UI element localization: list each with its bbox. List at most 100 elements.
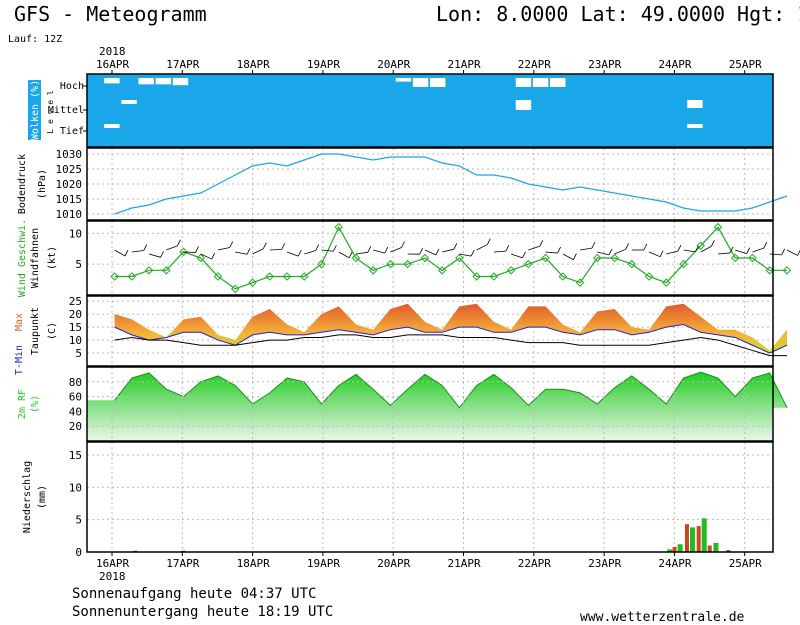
wind-barb-flag (797, 249, 800, 256)
cloud-gap-cell (687, 124, 703, 128)
page-title: GFS - Meteogramm (14, 2, 207, 26)
date-tick-label: 24APR (658, 557, 691, 570)
date-tick-label: 18APR (237, 557, 270, 570)
cloud-panel: Wolken (%) L e v e l Hoch Mittel Tief (28, 73, 774, 148)
y-tick-label: 15 (69, 449, 82, 462)
wind-barb-flag (367, 246, 372, 253)
y-tick-label: 1025 (56, 163, 83, 176)
wind-barb (355, 251, 368, 255)
pressure-line (114, 153, 788, 215)
axis-label: Windfahnen (30, 228, 41, 288)
date-tick-label: 16APR (96, 58, 129, 71)
precip-bar-conv (726, 550, 731, 552)
cloud-gap-cell (515, 100, 532, 110)
wind-barb (545, 251, 558, 254)
cloud-gap-cell (515, 78, 532, 87)
wind-barb-flag (297, 249, 302, 257)
precip-bar-rain (677, 544, 683, 552)
wind-barb (217, 247, 230, 251)
wind-speed-marker (558, 272, 568, 281)
wind-barb-flag (384, 246, 389, 254)
wind-barb (614, 248, 626, 255)
wind-barb-flag (557, 246, 561, 254)
y-tick-label: 1030 (56, 148, 83, 161)
wind-barb (286, 251, 299, 257)
y-tick-label: 5 (75, 347, 82, 360)
cloud-gap-cell (395, 78, 412, 82)
wind-barb-flag (211, 252, 216, 260)
wind-speed-marker (696, 241, 705, 250)
axis-label: (C) (47, 322, 58, 340)
cloud-gap-cell (121, 100, 137, 104)
wind-speed-marker (420, 253, 430, 263)
y-tick-label: 0 (75, 546, 82, 559)
wind-speed-marker (644, 272, 654, 281)
wind-barb-flag (419, 248, 424, 255)
precipitation-panel: 0 5 10 15 Niederschlag (mm) (22, 441, 774, 559)
wind-barb-flag (781, 248, 786, 256)
axis-label: Wind Geschwi. (17, 219, 28, 297)
wind-barb (114, 249, 126, 257)
cloud-gap-cell (104, 124, 120, 128)
date-tick-label: 20APR (377, 58, 410, 71)
wind-barb-flag (695, 245, 699, 253)
axis-label: Bodendruck (17, 154, 28, 214)
wind-barb-flag (143, 244, 148, 251)
model-run: Lauf: 12Z (8, 34, 63, 45)
precip-bar-conv (696, 526, 701, 552)
wind-speed-marker (506, 266, 516, 275)
y-tick-label: 80 (69, 376, 82, 389)
wind-barb (304, 250, 316, 255)
date-tick-label: 21APR (448, 557, 481, 570)
y-tick-label: 5 (75, 258, 82, 271)
wind-speed-marker (127, 272, 137, 281)
wind-barb-flag (262, 242, 267, 249)
date-tick-label: 21APR (448, 58, 481, 71)
humidity-panel-frame (86, 366, 774, 442)
wind-speed-marker (403, 259, 412, 269)
cloud-gap-cell (155, 78, 172, 85)
wind-speed-marker (144, 266, 154, 275)
wind-barb (528, 245, 540, 251)
wind-speed-marker (351, 253, 361, 263)
y-tick-label: 20 (69, 308, 82, 321)
date-tick-label: 18APR (237, 58, 270, 71)
date-ticks-top: 16APR 17APR 18APR 19APR 20APR 21APR 22APR 23APR… (96, 58, 762, 74)
y-tick-label: 10 (69, 334, 82, 347)
wind-barb-flag (486, 238, 491, 245)
wind-speed-marker (489, 272, 499, 281)
wind-speed-marker (662, 278, 671, 287)
wind-speed-marker (179, 247, 188, 257)
wind-speed-marker (248, 278, 257, 287)
wind-barb (493, 250, 506, 253)
wind-barb (148, 253, 161, 258)
axis-label: L e v e l (46, 90, 55, 134)
wind-barb (786, 249, 798, 256)
y-tick-label: 1015 (56, 193, 83, 206)
wind-barb (424, 249, 437, 256)
wind-barb-flag (763, 241, 768, 249)
wind-barb (562, 253, 574, 260)
date-tick-label: 20APR (377, 557, 410, 570)
wind-speed-line (114, 225, 787, 290)
wind-speed-marker (748, 253, 757, 263)
wind-speed-marker (765, 266, 774, 275)
wind-barb (666, 250, 679, 255)
cloud-gap-cell (412, 78, 429, 87)
site-link[interactable]: www.wetterzentrale.de (580, 610, 745, 625)
wind-barb (580, 247, 592, 251)
date-tick-label: 22APR (518, 58, 551, 71)
wind-speed-marker (386, 259, 395, 269)
wind-speed-marker (713, 222, 723, 232)
wind-speed-marker (455, 253, 464, 263)
wind-barb-flag (643, 243, 648, 251)
wind-barb (648, 251, 661, 258)
wind-barb (476, 244, 488, 251)
wind-speed-marker (679, 259, 688, 269)
y-tick-label: 10 (69, 227, 82, 240)
location-coords: Lon: 8.0000 Lat: 49.0000 Hgt: 17 (436, 2, 800, 26)
y-tick-label: 20 (69, 420, 82, 433)
precip-bar-rain (667, 549, 673, 552)
